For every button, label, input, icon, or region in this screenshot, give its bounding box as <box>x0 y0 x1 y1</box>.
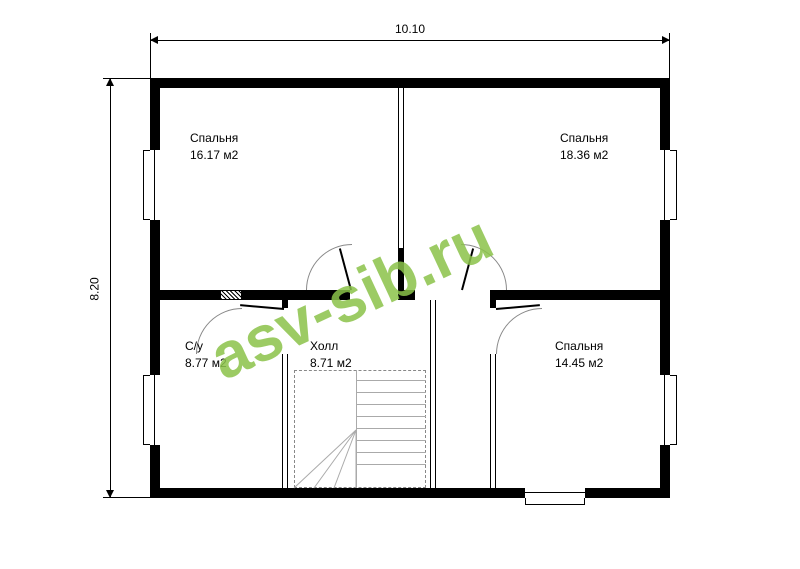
label-bedroom1: Спальня 16.17 м2 <box>190 130 238 164</box>
window-left-lower <box>150 375 160 445</box>
dim-top-tick-r <box>669 33 670 78</box>
label-bedroom1-name: Спальня <box>190 131 238 145</box>
label-bedroom2-area: 18.36 м2 <box>560 148 608 162</box>
window-right-upper-line <box>664 150 665 220</box>
label-bedroom2: Спальня 18.36 м2 <box>560 130 608 164</box>
label-bedroom3: Спальня 14.45 м2 <box>555 338 603 372</box>
label-bath-area: 8.77 м2 <box>185 356 227 370</box>
label-bedroom1-area: 16.17 м2 <box>190 148 238 162</box>
wall-hatch-segment <box>220 290 242 300</box>
dim-left-line <box>110 78 111 498</box>
wall-upper-divider <box>398 88 404 248</box>
label-hall-area: 8.71 м2 <box>310 356 352 370</box>
window-right-upper-frame <box>670 150 677 220</box>
window-bottom-frame <box>525 498 585 505</box>
window-left-lower-line <box>154 375 155 445</box>
window-bottom-line <box>525 492 585 493</box>
window-right-upper <box>660 150 670 220</box>
label-hall: Холл 8.71 м2 <box>310 338 352 372</box>
dim-top-tick-l <box>150 33 151 78</box>
dim-left-tick-t <box>103 78 150 79</box>
window-bottom <box>525 488 585 498</box>
label-bath-name: С/у <box>185 339 203 353</box>
dim-top-line <box>150 40 670 41</box>
stairs-flight <box>356 370 426 488</box>
window-left-upper-line <box>154 150 155 220</box>
label-bath: С/у 8.77 м2 <box>185 338 227 372</box>
dim-left-label: 8.20 <box>88 277 102 300</box>
wall-bath-right-top <box>282 300 288 308</box>
dim-left-arrow-t <box>106 78 114 86</box>
window-left-lower-frame <box>143 375 150 445</box>
label-bedroom3-area: 14.45 м2 <box>555 356 603 370</box>
door-bedroom2 <box>415 244 507 336</box>
label-bedroom2-name: Спальня <box>560 131 608 145</box>
dim-top-label: 10.10 <box>395 22 425 36</box>
label-hall-name: Холл <box>310 339 338 353</box>
floor-plan-canvas: 10.10 8.20 <box>0 0 800 569</box>
stairs-winder <box>294 430 356 488</box>
window-right-lower-line <box>664 375 665 445</box>
wall-upper-divider-base <box>398 248 404 290</box>
window-left-upper <box>150 150 160 220</box>
dim-top-arrow-l <box>150 36 158 44</box>
label-bedroom3-name: Спальня <box>555 339 603 353</box>
window-right-lower-frame <box>670 375 677 445</box>
window-left-upper-frame <box>143 150 150 220</box>
door-bedroom1 <box>306 244 398 336</box>
window-right-lower <box>660 375 670 445</box>
dim-left-tick-b <box>103 497 150 498</box>
